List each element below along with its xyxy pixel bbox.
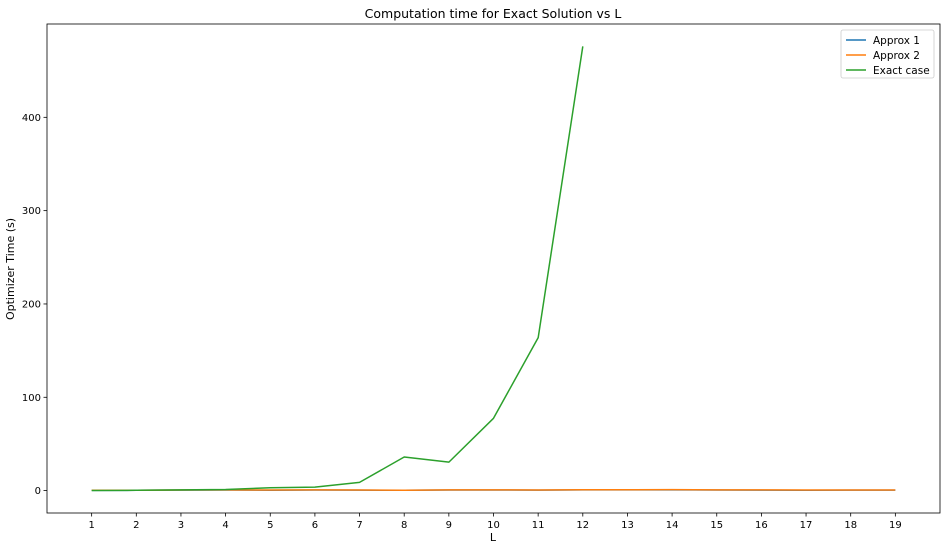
x-tick-label: 6 <box>312 520 318 531</box>
x-tick-label: 2 <box>133 520 139 531</box>
x-axis-label: L <box>490 531 497 544</box>
legend-box <box>840 29 935 79</box>
x-tick-label: 4 <box>222 520 228 531</box>
plot-area <box>91 46 896 492</box>
x-tick-label: 8 <box>401 520 407 531</box>
x-tick-label: 14 <box>666 520 679 531</box>
legend-label-approx-1: Approx 1 <box>873 35 920 47</box>
axes-frame <box>46 23 941 514</box>
legend-label-exact-case: Exact case <box>873 65 930 77</box>
x-tick-label: 5 <box>267 520 273 531</box>
x-tick-label: 13 <box>621 520 634 531</box>
y-tick-label: 400 <box>22 113 41 124</box>
x-tick-label: 3 <box>178 520 184 531</box>
y-tick-label: 100 <box>22 393 41 404</box>
chart-title: Computation time for Exact Solution vs L <box>365 6 622 21</box>
x-tick-label: 12 <box>576 520 589 531</box>
x-tick-label: 10 <box>487 520 500 531</box>
x-tick-label: 19 <box>889 520 902 531</box>
x-tick-label: 18 <box>844 520 857 531</box>
y-axis-label: Optimizer Time (s) <box>4 218 17 320</box>
x-tick-label: 15 <box>710 520 723 531</box>
axes: 1 2 3 4 5 6 7 8 9 10 11 12 13 14 15 16 17 18 1901002003004… <box>22 23 941 531</box>
x-tick-label: 7 <box>356 520 362 531</box>
y-tick-label: 0 <box>35 486 41 497</box>
x-tick-label: 1 <box>88 520 94 531</box>
y-tick-label: 200 <box>22 299 41 310</box>
x-tick-label: 11 <box>532 520 545 531</box>
series-line-exact-case <box>91 46 584 492</box>
legend: Approx 1 Approx 2 Exact case <box>840 29 935 79</box>
x-tick-label: 9 <box>446 520 452 531</box>
x-tick-label: 17 <box>800 520 813 531</box>
y-tick-label: 300 <box>22 206 41 217</box>
x-tick-label: 16 <box>755 520 768 531</box>
legend-label-approx-2: Approx 2 <box>873 50 920 62</box>
